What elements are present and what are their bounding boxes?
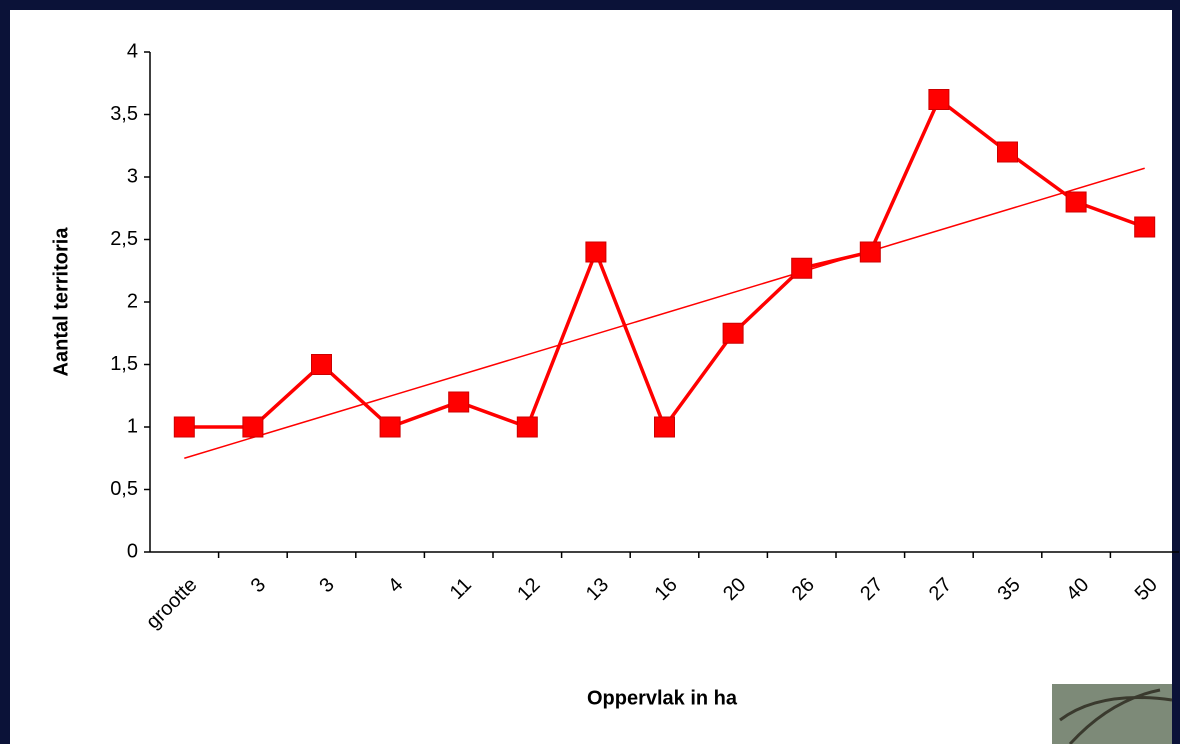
y-tick-label: 1: [127, 415, 138, 437]
marker: [997, 141, 1018, 163]
marker: [516, 416, 538, 438]
y-tick-label: 2,5: [110, 228, 138, 250]
y-tick-label: 4: [127, 40, 138, 62]
marker: [928, 89, 950, 110]
marker: [1134, 216, 1156, 238]
y-tick-label: 0: [127, 540, 138, 562]
chart-background: [10, 10, 1172, 744]
marker: [242, 416, 264, 438]
marker: [311, 354, 332, 375]
marker: [791, 257, 813, 279]
y-tick-label: 1,5: [110, 353, 138, 375]
y-tick-label: 3: [127, 165, 138, 187]
marker: [448, 391, 470, 413]
marker: [722, 322, 744, 344]
trendline: [184, 167, 1145, 459]
y-tick-label: 0,5: [110, 478, 138, 500]
y-tick-label: 2: [127, 290, 138, 312]
marker: [379, 416, 401, 438]
x-axis-title: Oppervlak in ha: [587, 687, 738, 709]
marker: [1065, 191, 1087, 213]
y-axis-title: Aantal territoria: [50, 227, 72, 377]
marker: [173, 416, 195, 438]
marker: [654, 416, 675, 438]
marker: [585, 241, 607, 263]
marker: [859, 241, 881, 263]
y-tick-label: 3,5: [110, 103, 138, 125]
photo-branches: [1059, 688, 1173, 744]
